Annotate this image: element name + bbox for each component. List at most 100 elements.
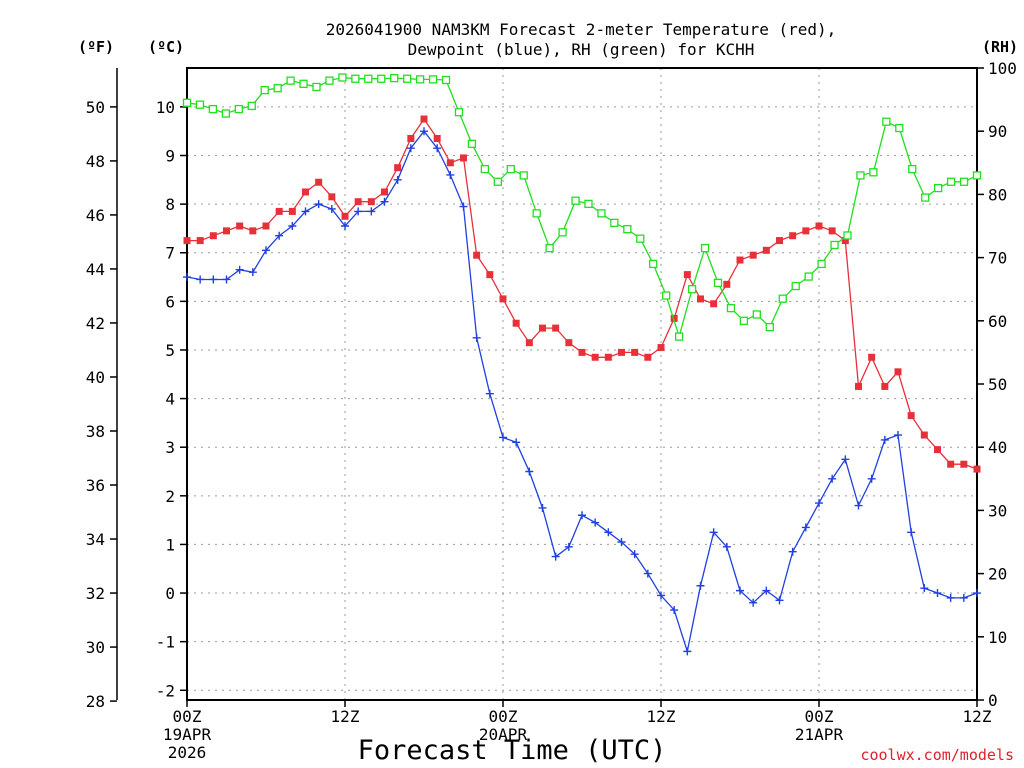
rh-tick-label: 70 [988,249,1007,268]
rh-point [195,100,205,109]
rh-tick-label: 30 [988,501,1007,520]
dewpoint-point [959,593,968,602]
2-meter-temperature-point [433,134,441,142]
2-meter-temperature-point [920,431,928,439]
celsius-tick-label: 10 [156,98,175,117]
2-meter-temperature-point [407,134,415,142]
celsius-unit-label: (ºC) [148,38,184,56]
2-meter-temperature-point [868,353,876,361]
rh-point [338,73,347,82]
celsius-tick-label: 6 [165,292,175,311]
rh-point [959,177,969,186]
dewpoint-point [341,222,349,230]
rh-point [649,259,658,269]
rh-point [532,209,541,218]
rh-tick-label: 0 [988,691,998,710]
celsius-tick-label: -2 [156,681,175,700]
2-meter-temperature-point [394,164,402,172]
dewpoint-point [749,598,758,607]
2-meter-temperature-point [762,246,770,254]
rh-point [933,183,943,193]
tick-labels: 283032343638404244464850-2-1012345678910… [86,59,1017,762]
dewpoint-point [762,586,771,595]
celsius-tick-label: 9 [165,147,175,166]
chart-title-line-2: Dewpoint (blue), RH (green) for KCHH [408,40,755,59]
dewpoint-point [525,467,534,476]
rh-point [752,310,761,319]
2-meter-temperature-point [644,353,652,361]
2-meter-temperature-point [499,295,507,303]
dewpoint-point [946,593,955,602]
rh-point [519,171,528,180]
rh-point [506,164,515,174]
rh-point [687,285,697,294]
rh-tick-label: 40 [988,438,1007,457]
2-meter-temperature-point [328,193,336,201]
rh-point [221,109,231,118]
dewpoint-point [512,438,521,447]
rh-point [946,177,956,186]
credit-link[interactable]: coolwx.com/models [860,746,1014,764]
dewpoint-point [788,547,797,556]
rh-tick-label: 20 [988,565,1007,584]
dewpoint-point [196,275,205,284]
dewpoint-point [183,273,191,282]
dewpoint-point [722,542,731,551]
rh-point [182,98,192,107]
fahrenheit-tick-label: 46 [86,206,105,225]
dewpoint-point [538,503,547,512]
rh-tick-label: 60 [988,312,1007,331]
2-meter-temperature-point [591,353,599,361]
2-meter-temperature-point [697,295,704,303]
rh-point [778,294,787,303]
x-tick-label: 21APR [795,725,844,744]
rh-point [454,108,464,117]
dewpoint-point [643,569,652,578]
rh-tick-label: 100 [988,59,1017,78]
x-tick-label: 00Z [489,707,518,726]
2-meter-temperature-point [249,227,257,235]
2-meter-temperature-point [947,460,955,468]
dewpoint-point [327,204,336,213]
2-meter-temperature-point [578,348,586,356]
2-meter-temperature-point [855,382,862,390]
dewpoint-point [933,589,942,598]
2-meter-temperature-point [776,237,783,245]
2-meter-temperature-point [275,207,283,215]
2-meter-temperature-point [196,237,204,245]
2-meter-temperature-point [618,348,625,356]
rh-point [869,168,878,177]
rh-point [558,228,567,237]
celsius-tick-label: 0 [165,584,175,603]
rh-point [325,76,334,85]
dewpoint-point [841,455,850,464]
dewpoint-point [354,207,363,216]
2-meter-temperature-point [828,227,836,235]
rh-point [247,101,256,111]
x-tick-label: 2026 [168,743,207,762]
2-meter-temperature-point [486,271,494,279]
dewpoint-point [630,550,639,559]
rh-point [895,123,904,133]
x-tick-label: 00Z [805,707,834,726]
dewpoint-point [696,581,705,590]
celsius-tick-label: 7 [165,244,175,263]
dewpoint-point [446,170,455,179]
2-meter-temperature-point [802,227,810,235]
2-meter-temperature-point [446,159,454,167]
2-meter-temperature-point [209,232,217,240]
2-meter-temperature-point [473,251,481,259]
rh-point [390,73,399,83]
2-meter-temperature-point [657,344,665,352]
rh-point [636,234,645,243]
2-meter-temperature-point [973,465,981,473]
rh-point [843,231,852,240]
rh-unit-label: (RH) [982,38,1018,56]
rh-point [286,76,295,85]
rh-point [364,74,373,83]
fahrenheit-tick-label: 44 [86,260,105,279]
dewpoint-point [578,511,586,520]
dewpoint-point [433,144,442,153]
x-tick-label: 19APR [163,725,212,744]
